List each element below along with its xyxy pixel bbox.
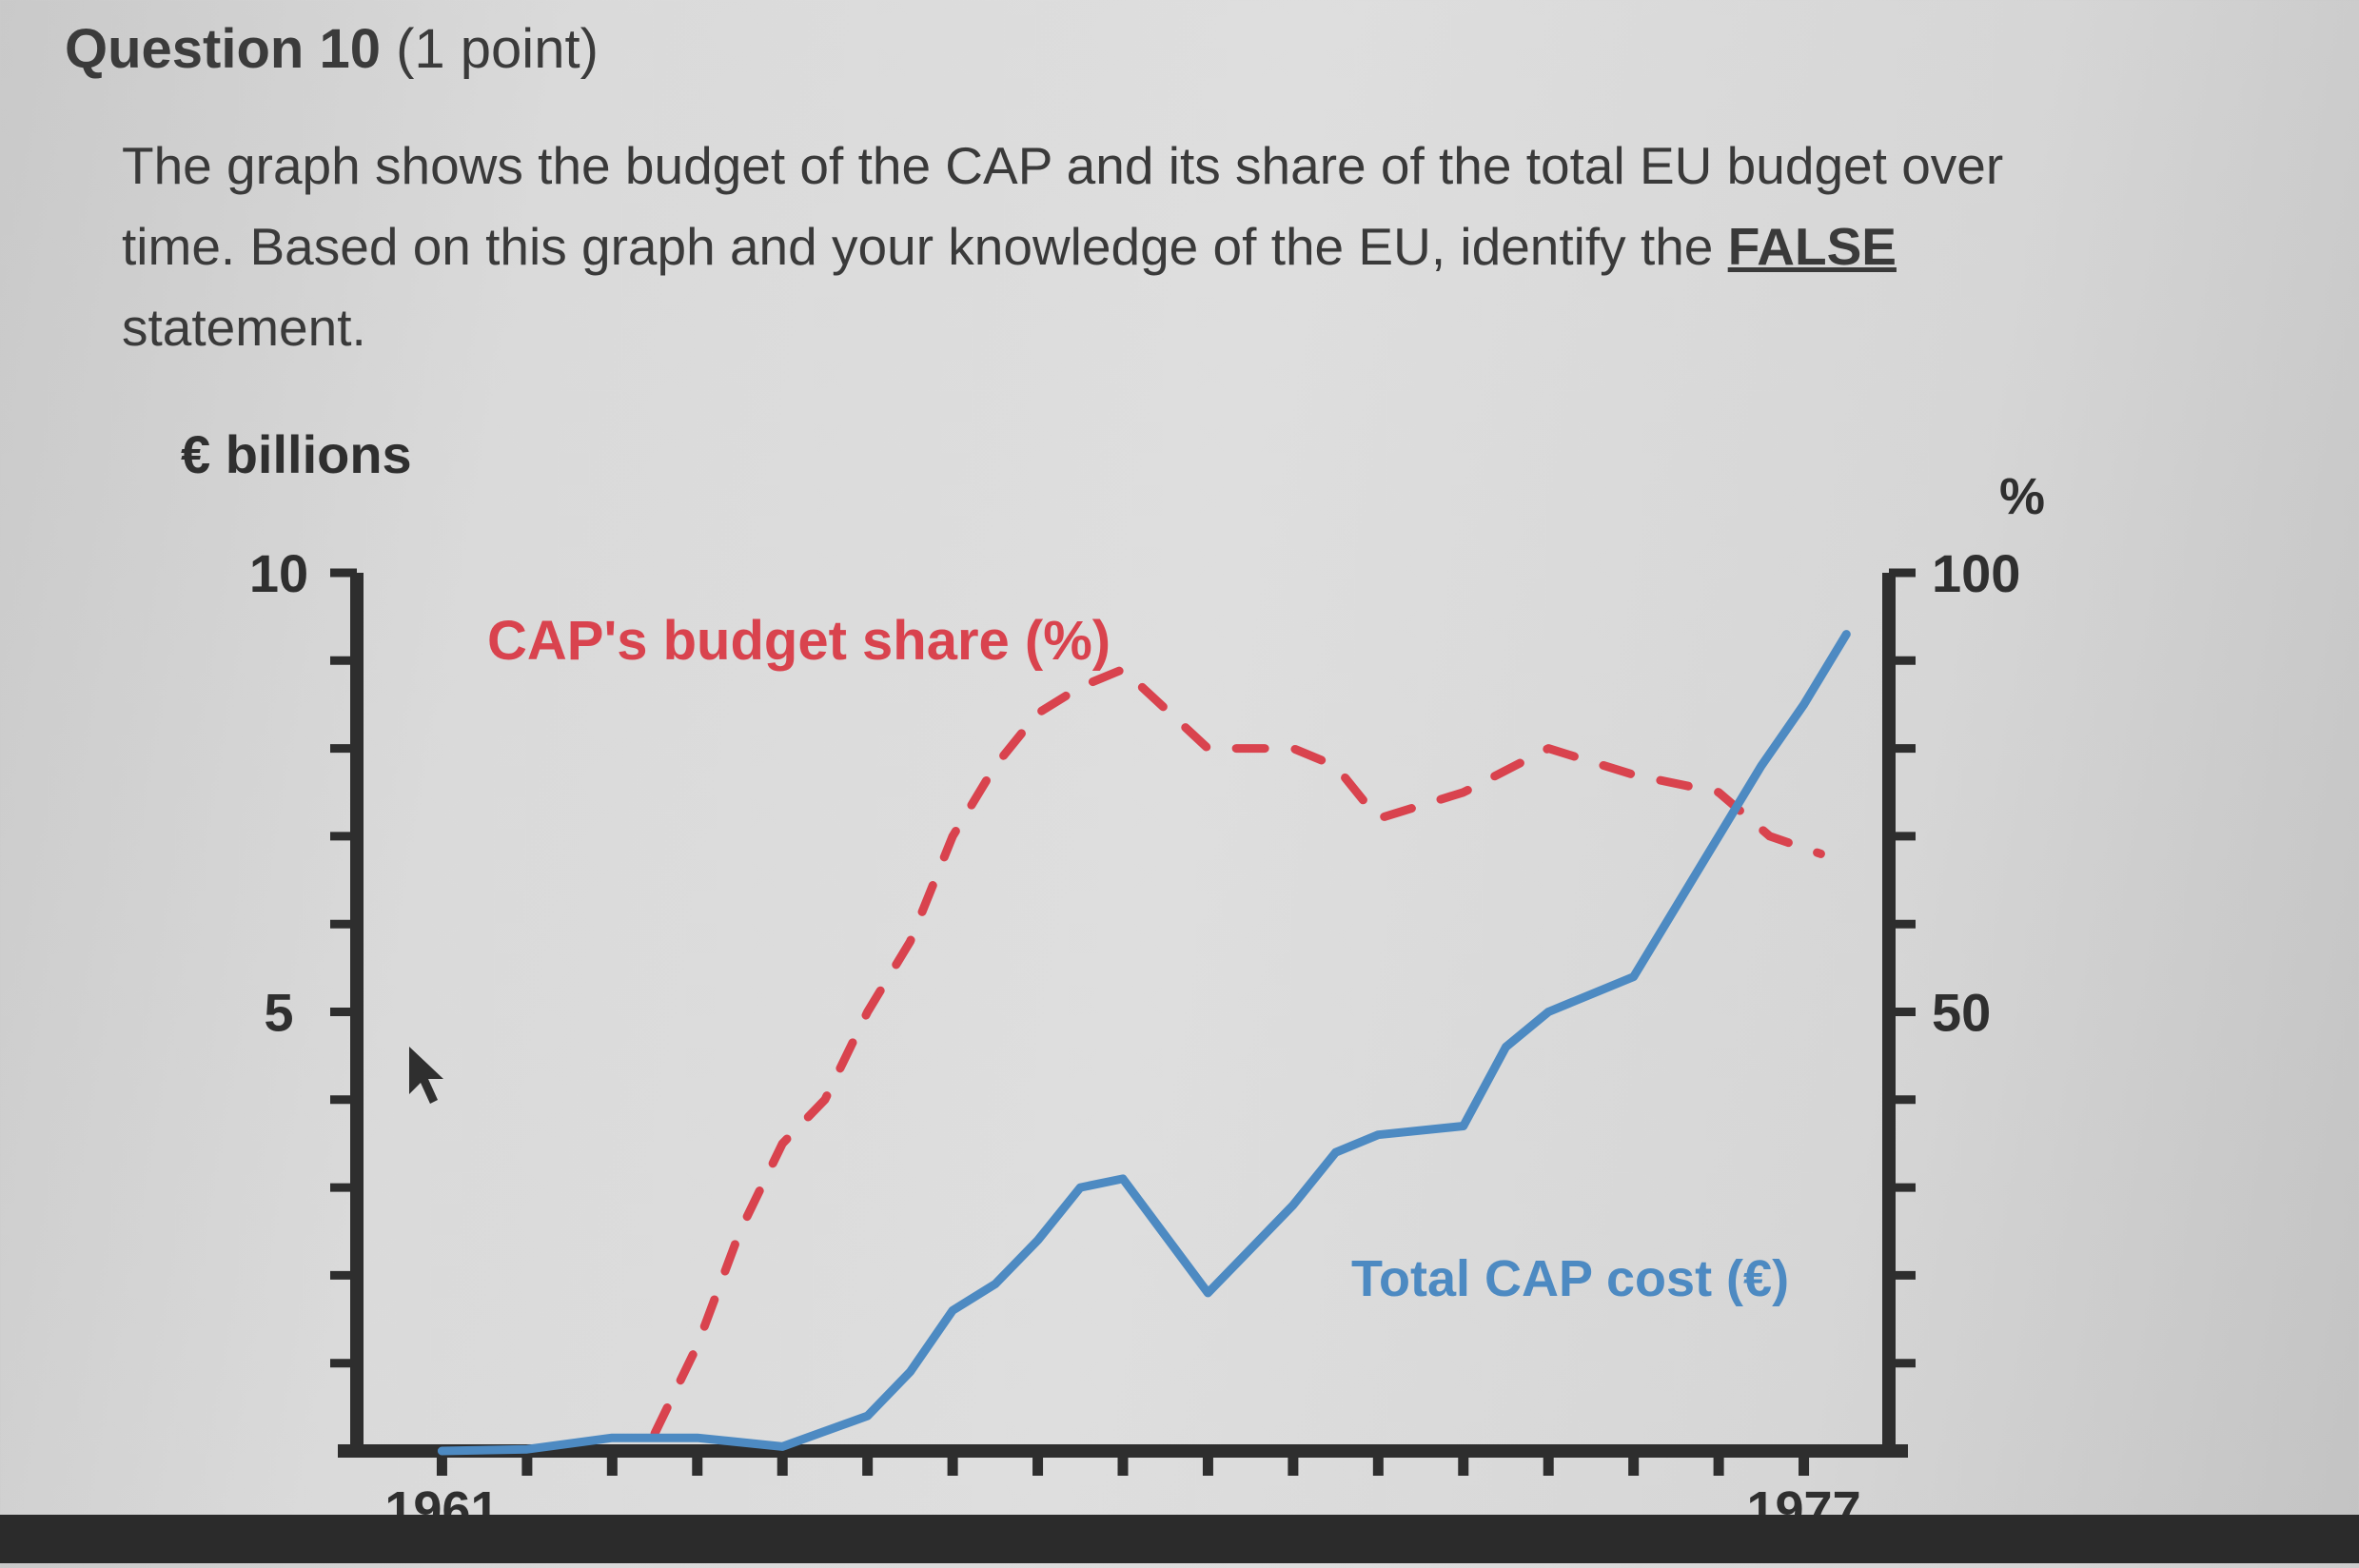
data-point-total-cost — [907, 1369, 913, 1375]
data-point-total-cost — [1205, 1290, 1210, 1296]
data-point-total-cost — [1504, 1044, 1509, 1049]
data-point-budget-share — [1035, 711, 1041, 716]
data-point-total-cost — [993, 1282, 998, 1287]
series-line-budget-share — [650, 665, 1825, 1438]
right-axis-title: % — [1999, 468, 2045, 525]
data-point-total-cost — [1333, 1149, 1339, 1155]
data-point-total-cost — [950, 1307, 955, 1313]
question-title: Question 10 — [65, 18, 381, 80]
data-point-total-cost — [1801, 701, 1807, 707]
data-point-total-cost — [779, 1443, 785, 1449]
data-point-total-cost — [1375, 1132, 1381, 1138]
question-points: (1 point) — [396, 18, 599, 80]
left-axis-title: € billions — [181, 424, 412, 484]
data-point-budget-share — [950, 833, 955, 839]
data-point-total-cost — [439, 1448, 444, 1454]
data-point-total-cost — [1290, 1203, 1296, 1208]
series-label-total-cost: Total CAP cost (€) — [1351, 1250, 1789, 1307]
mouse-cursor-icon — [409, 1047, 443, 1104]
right-axis-tick-label: 100 — [1932, 543, 2020, 603]
data-point-budget-share — [1248, 746, 1253, 752]
data-point-budget-share — [865, 1009, 871, 1015]
prompt-emphasis: FALSE — [1727, 217, 1897, 276]
data-point-budget-share — [779, 1141, 785, 1147]
data-point-budget-share — [907, 939, 913, 945]
left-axis-tick-label: 10 — [249, 543, 308, 603]
data-point-total-cost — [695, 1435, 700, 1441]
data-point-budget-share — [1767, 833, 1773, 839]
data-point-budget-share — [822, 1097, 828, 1103]
series-label-budget-share: CAP's budget share (%) — [487, 610, 1111, 672]
data-point-budget-share — [1375, 815, 1381, 821]
prompt-text-after: statement. — [122, 298, 366, 357]
data-point-total-cost — [609, 1435, 615, 1441]
data-point-budget-share — [1716, 790, 1721, 795]
data-point-total-cost — [1759, 763, 1764, 769]
data-point-total-cost — [1461, 1123, 1466, 1128]
data-point-total-cost — [1248, 1246, 1253, 1252]
data-point-total-cost — [1077, 1185, 1083, 1190]
data-point-budget-share — [1205, 746, 1210, 752]
series-line-total-cost — [437, 630, 1851, 1456]
data-point-total-cost — [1035, 1237, 1041, 1243]
data-point-total-cost — [1545, 1009, 1551, 1015]
left-axis-tick-label: 5 — [264, 983, 293, 1043]
monitor-bezel — [0, 1515, 2359, 1563]
question-prompt: The graph shows the budget of the CAP an… — [122, 126, 2120, 368]
data-point-total-cost — [1843, 632, 1849, 637]
data-point-budget-share — [1290, 746, 1296, 752]
data-point-budget-share — [1120, 667, 1126, 673]
data-point-budget-share — [1461, 790, 1466, 795]
data-point-budget-share — [695, 1343, 700, 1348]
data-point-budget-share — [1631, 772, 1637, 777]
data-point-budget-share — [1545, 746, 1551, 752]
prompt-text-before: The graph shows the budget of the CAP an… — [122, 136, 2004, 276]
data-point-budget-share — [1818, 851, 1823, 856]
data-point-budget-share — [993, 763, 998, 769]
question-heading: Question 10 (1 point) — [65, 17, 599, 81]
data-point-total-cost — [1631, 974, 1637, 980]
right-axis-tick-label: 50 — [1932, 983, 1991, 1043]
data-point-budget-share — [1077, 684, 1083, 690]
data-point-budget-share — [1333, 763, 1339, 769]
data-point-total-cost — [1120, 1176, 1126, 1182]
data-point-total-cost — [865, 1413, 871, 1419]
data-point-total-cost — [1716, 833, 1721, 839]
data-point-total-cost — [524, 1446, 530, 1452]
data-point-budget-share — [737, 1228, 743, 1234]
